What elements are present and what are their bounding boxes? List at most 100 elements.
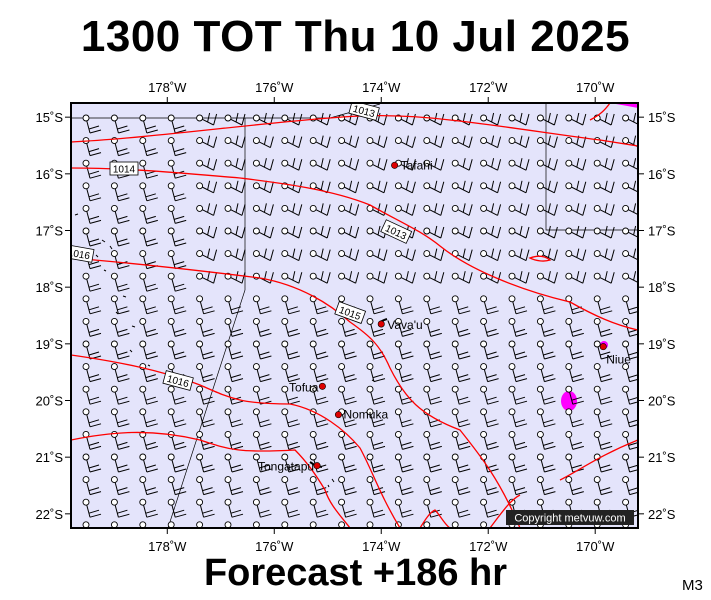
- wind-barb: [536, 430, 556, 450]
- wind-barb: [139, 204, 158, 224]
- wind-barb: [309, 385, 329, 405]
- wind-barb: [394, 476, 414, 496]
- wind-barb: [508, 363, 528, 383]
- wind-barb: [423, 180, 445, 194]
- wind-barb: [82, 227, 102, 247]
- wind-barb: [82, 408, 102, 428]
- wind-barb: [82, 453, 102, 473]
- wind-barb: [423, 498, 442, 518]
- lat-tick-label-left: 19˚S: [36, 337, 64, 352]
- wind-barb: [110, 408, 130, 428]
- wind-barb: [338, 498, 357, 518]
- wind-barb: [139, 182, 158, 202]
- wind-barb: [451, 180, 473, 194]
- place-marker: Tongatapu: [258, 460, 321, 474]
- wind-barb: [252, 225, 274, 239]
- wind-barb: [593, 158, 615, 171]
- wind-barb: [394, 180, 416, 194]
- wind-barb: [593, 476, 613, 496]
- wind-barb: [423, 317, 442, 337]
- wind-barb: [196, 203, 218, 216]
- place-markers: Tafahi Vava'u Niue Tofua Nomuka Tongatapu: [258, 158, 631, 473]
- wind-barb: [281, 203, 303, 216]
- wind-barb: [224, 385, 244, 405]
- wind-barb: [110, 114, 130, 134]
- svg-text:1016: 1016: [67, 248, 91, 263]
- wind-barb: [281, 248, 303, 262]
- svg-text:1014: 1014: [113, 165, 136, 176]
- wind-barb: [536, 248, 558, 262]
- wind-barb: [110, 340, 130, 360]
- wind-barb: [508, 225, 530, 239]
- wind-barb: [82, 498, 102, 518]
- wind-barb: [394, 453, 414, 473]
- wind-barb: [139, 227, 158, 247]
- wind-barb: [338, 317, 357, 337]
- wind-barb: [480, 408, 499, 428]
- wind-barb: [622, 453, 638, 473]
- wind-barb: [224, 453, 244, 473]
- wind-barb: [366, 340, 386, 360]
- wind-barb: [593, 271, 615, 284]
- wind-barb: [622, 408, 638, 428]
- wind-barb: [338, 430, 357, 450]
- wind-barb: [338, 225, 360, 239]
- wind-barb: [224, 476, 244, 496]
- wind-barb: [508, 248, 530, 262]
- wind-barb: [139, 250, 158, 270]
- lat-tick-label-right: 18˚S: [648, 280, 676, 295]
- wind-barb: [196, 248, 218, 262]
- wind-barb: [167, 295, 187, 315]
- wind-barb: [480, 385, 499, 405]
- wind-barb: [338, 453, 357, 473]
- wind-barb: [394, 430, 414, 450]
- wind-barb: [508, 295, 528, 315]
- wind-barb: [394, 340, 414, 360]
- wind-barb: [167, 408, 187, 428]
- wind-barb: [281, 453, 300, 473]
- wind-barb: [480, 112, 502, 126]
- wind-barb: [196, 135, 218, 149]
- wind-barb: [82, 272, 102, 292]
- wind-barb: [622, 158, 638, 170]
- copyright-badge: Copyright metvuw.com: [506, 510, 634, 525]
- wind-barb: [167, 137, 187, 157]
- wind-barb: [451, 158, 473, 171]
- wind-barb: [309, 317, 329, 337]
- wind-barb: [82, 114, 102, 134]
- wind-barb: [338, 158, 360, 171]
- wind-barb: [536, 225, 558, 239]
- wind-barb: [565, 476, 584, 496]
- wind-barb: [281, 135, 303, 149]
- wind-barb: [281, 271, 303, 284]
- axis-ticks: 178˚W 178˚W 176˚W 176˚W 174˚W 174˚W 172˚W 172˚W…: [36, 80, 676, 554]
- wind-barb: [508, 112, 530, 126]
- wind-barb: [196, 112, 218, 126]
- map-frame: [70, 102, 639, 529]
- wind-barb: [167, 340, 187, 360]
- wind-barb: [593, 225, 615, 239]
- wind-barb: [252, 340, 272, 360]
- wind-barb: [366, 158, 388, 171]
- wind-barb: [338, 180, 360, 194]
- wind-barb: [366, 180, 388, 194]
- wind-barb: [366, 363, 386, 383]
- wind-barb: [366, 430, 386, 450]
- wind-barb: [423, 295, 442, 315]
- wind-barb: [82, 182, 102, 202]
- wind-barb: [536, 363, 556, 383]
- wind-barb: [394, 385, 414, 405]
- wind-barb: [423, 225, 445, 239]
- wind-barb: [281, 498, 300, 518]
- wind-barb: [252, 408, 272, 428]
- wind-barb: [196, 158, 218, 171]
- wind-barb: [224, 225, 246, 239]
- wind-barb: [224, 317, 244, 337]
- wind-barb: [167, 159, 187, 179]
- wind-barb: [82, 317, 102, 337]
- wind-barb: [139, 498, 158, 518]
- wind-barb: [252, 203, 274, 216]
- wind-barb: [82, 476, 102, 496]
- wind-barb: [480, 340, 499, 360]
- wind-barb: [110, 453, 130, 473]
